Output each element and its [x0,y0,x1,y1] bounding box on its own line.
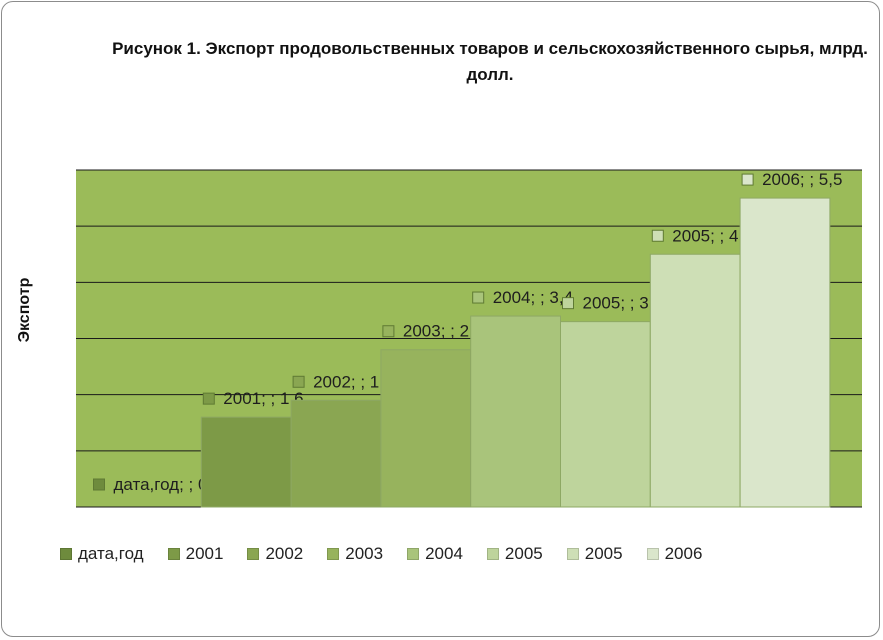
legend-swatch [407,548,420,560]
chart-legend: дата,год 2001 2002 2003 2004 2005 2005 2006 [60,541,860,567]
legend-label: 2002 [265,544,304,563]
legend-swatch [646,548,659,560]
bar [380,349,472,508]
data-label: 2003; ; 2,8 [403,322,483,341]
legend-label: дата,год [78,544,144,563]
legend-swatch [566,548,579,560]
legend-swatch [247,548,260,560]
legend-item: 2005 [566,544,623,564]
legend-label: 2001 [185,544,224,563]
data-label: 2006; ; 5,5 [762,170,842,189]
data-label-marker [202,392,215,405]
legend-item: 2006 [646,544,703,564]
legend-item: 2001 [167,544,224,564]
legend-swatch [167,548,180,560]
legend-item: 2003 [327,544,383,564]
data-label-marker [562,297,574,310]
data-label: дата,год; ; 0 [114,475,208,494]
data-label-marker [472,291,485,304]
legend-swatch [327,548,340,560]
legend-item: 2002 [247,544,303,564]
bar [290,399,382,508]
data-label-marker [292,375,305,388]
chart-title: Рисунок 1. Экспорт продовольственных тов… [112,39,868,84]
legend-item: 2005 [486,544,543,564]
legend-item: дата,год [60,544,144,564]
data-label: 2004; ; 3,4 [493,288,573,307]
data-label-marker [382,325,395,338]
data-label-marker [741,173,754,186]
legend-label: 2003 [345,544,384,563]
bar [560,321,651,508]
data-label-marker [93,478,105,491]
data-label: 2005; ; 3,3 [583,294,663,313]
data-label-marker [651,229,664,242]
bar [470,315,562,508]
legend-label: 2005 [584,544,623,563]
legend-swatch [60,548,72,560]
legend-swatch [486,548,499,560]
bar [739,197,831,508]
legend-label: 2004 [425,544,463,563]
bar [200,416,292,508]
legend-item: 2004 [407,544,463,564]
data-label: 2002; ; 1,9 [313,372,393,391]
legend-label: 2005 [504,544,543,563]
data-label: 2001; ; 1,6 [223,389,303,408]
bar [649,253,741,508]
legend-label: 2006 [664,544,703,563]
data-label: 2005; ; 4,5 [672,226,752,245]
